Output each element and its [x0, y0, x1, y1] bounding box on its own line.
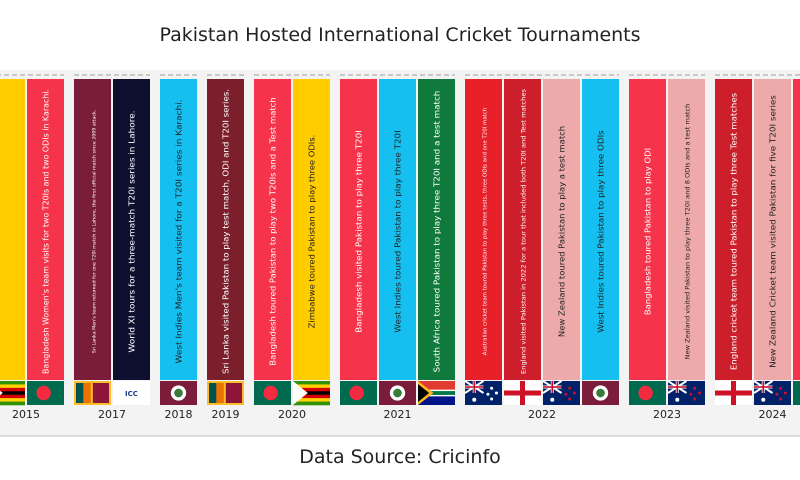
year-group-2023: Bangladesh toured Pakistan to play ODI Ne… — [629, 74, 705, 421]
event-label: England cricket team toured Pakistan to … — [730, 93, 739, 370]
event-bar — [629, 79, 666, 380]
year-group-2020: Bangladesh toured Pakistan to play two T… — [254, 74, 330, 421]
year-label: 2024 — [759, 408, 787, 421]
event-bar — [293, 79, 330, 380]
event-label: New Zealand toured Pakistan to play a te… — [558, 126, 567, 337]
event-bar — [504, 79, 541, 380]
westindies-flag-icon — [379, 381, 416, 405]
event-bar — [254, 79, 291, 380]
bangladesh-flag-icon — [254, 381, 291, 405]
bangladesh-flag-icon — [793, 381, 800, 405]
event-label: Bangladesh toured Pakistan to play ODI — [644, 148, 653, 315]
event-bar — [340, 79, 377, 380]
year-group-2024: England cricket team toured Pakistan to … — [715, 74, 800, 421]
event-bar — [793, 79, 800, 380]
event-bar — [754, 79, 791, 380]
event-bar — [27, 79, 64, 380]
event-bar — [418, 79, 455, 380]
data-source: Data Source: Cricinfo — [299, 446, 501, 468]
event-label: Sri Lanka Men's team returned for one T2… — [92, 110, 98, 354]
bangladesh-flag-icon — [629, 381, 666, 405]
year-group-2022: Australian cricket team toured Pakistan … — [465, 74, 619, 421]
year-label: 2020 — [278, 408, 306, 421]
bangladesh-flag-icon — [340, 381, 377, 405]
event-bar — [379, 79, 416, 380]
srilanka-flag-icon — [207, 381, 244, 405]
year-label: 2018 — [165, 408, 193, 421]
event-bar — [582, 79, 619, 380]
event-label: West Indies Men's team visited for a T20… — [175, 100, 184, 364]
icc-flag-icon: ICC — [113, 381, 150, 405]
chart-title: Pakistan Hosted International Cricket To… — [159, 24, 641, 46]
event-label: Bangladesh toured Pakistan to play two T… — [269, 97, 278, 365]
event-bar — [668, 79, 705, 380]
event-bar — [0, 79, 25, 380]
year-group-2018: West Indies Men's team visited for a T20… — [160, 74, 197, 421]
year-group-2021: Bangladesh visited Pakistan to play thre… — [340, 74, 455, 421]
event-label: West Indies toured Pakistan to play thre… — [394, 130, 403, 332]
newzealand-flag-icon — [667, 380, 705, 405]
event-label: New Zealand Cricket team visited Pakista… — [769, 95, 778, 368]
year-group-2017: Sri Lanka Men's team returned for one T2… — [74, 74, 150, 421]
event-label: New Zealand visited Pakistan to play thr… — [685, 104, 692, 360]
southafrica-flag-icon — [418, 381, 455, 405]
event-bar — [715, 79, 752, 380]
australia-flag-icon — [464, 380, 502, 405]
svg-text:ICC: ICC — [125, 390, 138, 398]
event-label: Australian cricket team toured Pakistan … — [483, 108, 489, 356]
event-label: Sri Lanka visited Pakistan to play test … — [222, 89, 231, 374]
event-bar — [113, 79, 150, 380]
year-label: 2017 — [98, 408, 126, 421]
event-label: England visited Pakistan in 2022 for a t… — [521, 89, 528, 374]
event-label: South Africa toured Pakistan to play thr… — [433, 91, 442, 373]
event-bar — [207, 79, 244, 380]
year-label: 2022 — [528, 408, 556, 421]
newzealand-flag-icon — [542, 380, 580, 405]
year-label: 2015 — [12, 408, 40, 421]
event-label: World XI tours for a three-match T20I se… — [128, 111, 137, 353]
year-label: 2021 — [384, 408, 412, 421]
england-flag-icon — [504, 381, 541, 405]
event-bar — [465, 79, 502, 380]
newzealand-flag-icon — [753, 380, 791, 405]
year-group-2019: Sri Lanka visited Pakistan to play test … — [207, 74, 244, 421]
england-flag-icon — [715, 381, 752, 405]
event-label: Bangladesh visited Pakistan to play thre… — [355, 130, 364, 332]
year-group-2015: Bangladesh Women's team visits for two T… — [0, 74, 64, 421]
event-label: West Indies toured Pakistan to play thre… — [597, 130, 606, 332]
zimbabwe-flag-icon — [293, 381, 330, 406]
event-label: Zimbabwe toured Pakistan to play three O… — [308, 135, 317, 329]
event-bar — [543, 79, 580, 380]
event-bar — [74, 79, 111, 380]
event-bar — [160, 79, 197, 380]
bangladesh-flag-icon — [27, 381, 64, 405]
event-label: Bangladesh Women's team visits for two T… — [42, 89, 51, 374]
srilanka-flag-icon — [74, 381, 111, 405]
zimbabwe-flag-icon — [0, 381, 25, 406]
westindies-flag-icon — [582, 381, 619, 405]
year-label: 2019 — [212, 408, 240, 421]
westindies-flag-icon — [160, 381, 197, 405]
year-label: 2023 — [653, 408, 681, 421]
